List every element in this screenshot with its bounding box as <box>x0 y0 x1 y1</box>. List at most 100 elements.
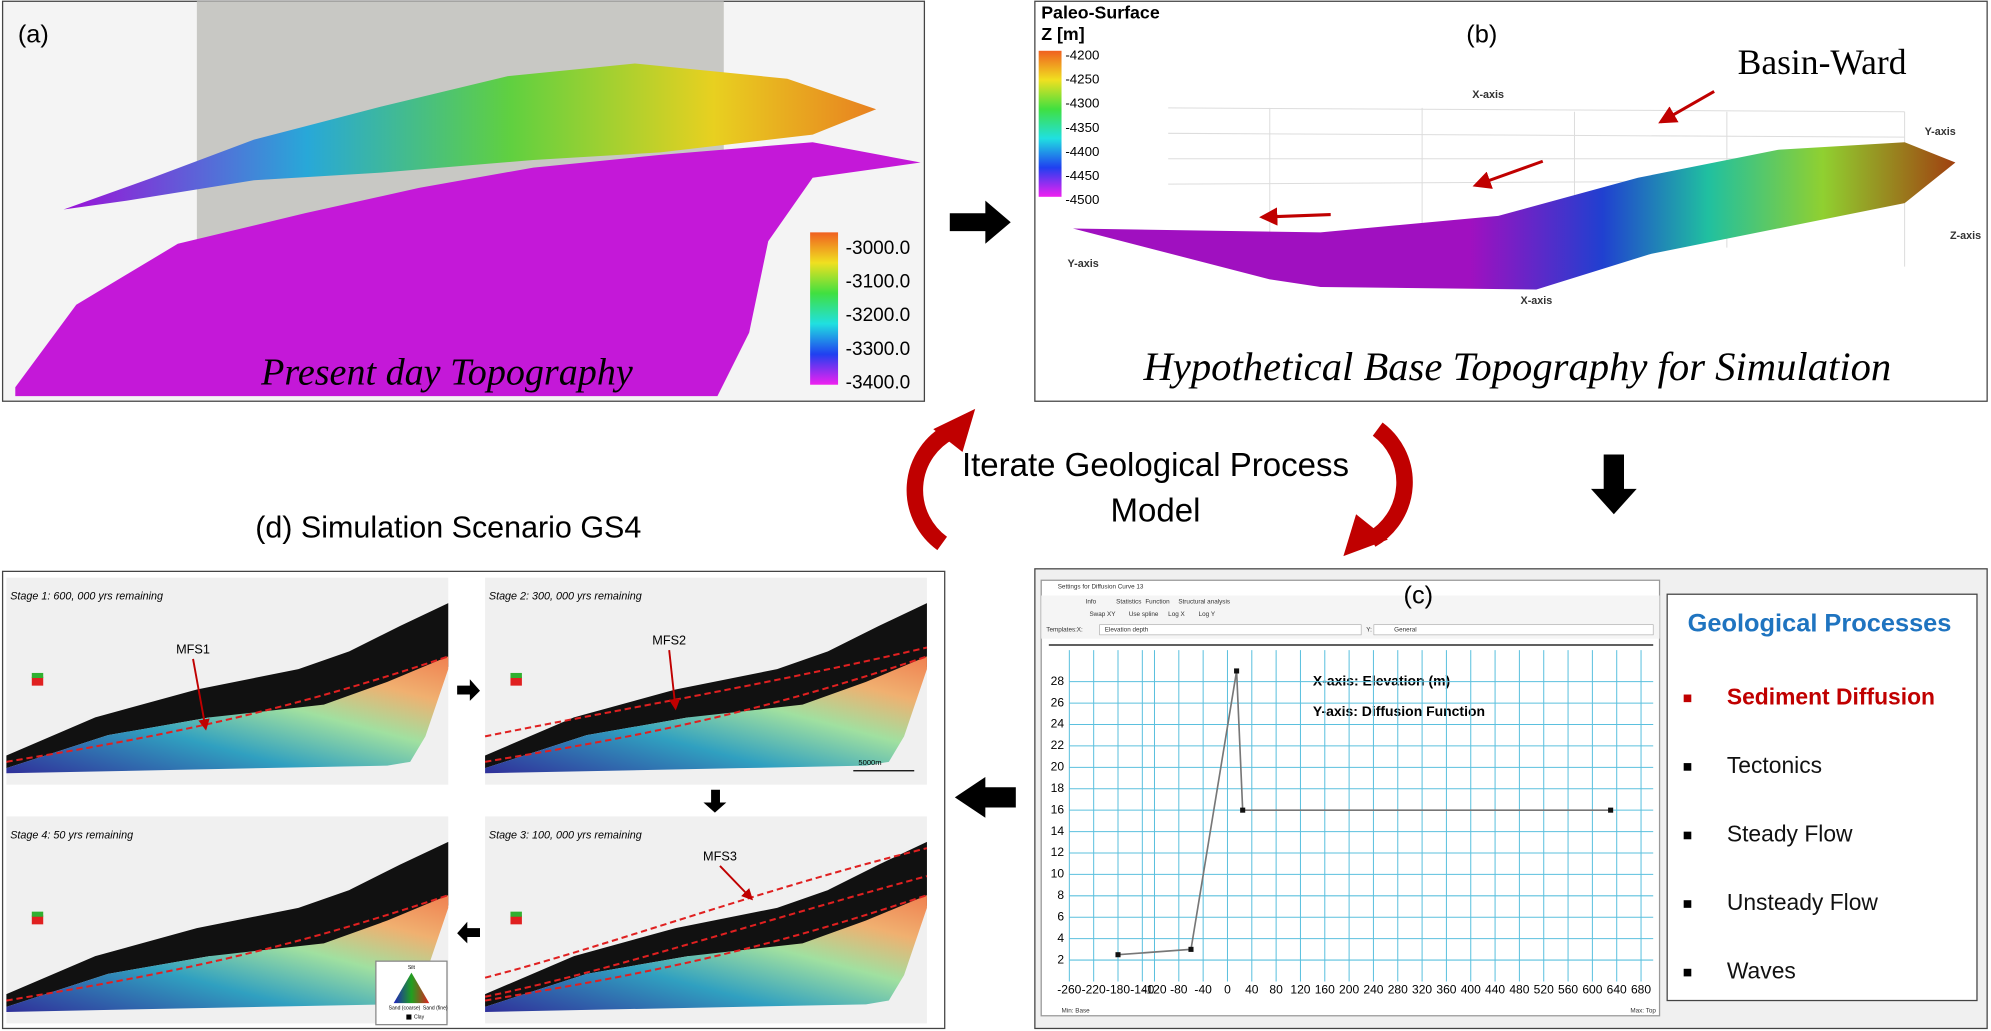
dropdown[interactable] <box>1373 624 1654 636</box>
x-tick-label: 40 <box>1245 983 1259 997</box>
option[interactable]: Swap XY <box>1089 611 1116 618</box>
mfs-lines <box>484 646 928 998</box>
tab[interactable]: Structural analysis <box>1178 599 1230 606</box>
x-tick-label: 320 <box>1412 983 1432 997</box>
x-tick-label: -120 <box>1142 983 1166 997</box>
colorbar-label: -4250 <box>1065 72 1099 87</box>
colorbar-label: -4200 <box>1065 47 1099 62</box>
axis-label: Z-axis <box>1950 230 1981 242</box>
y-tick-label: 14 <box>1051 824 1065 838</box>
mfs-arrow <box>668 649 681 711</box>
axis-label: Y-axis <box>1068 258 1099 270</box>
lower-surface <box>15 142 921 397</box>
dropdown[interactable] <box>1099 624 1362 636</box>
processes-title: Geological Processes <box>1688 609 1952 637</box>
colorbar-label: -3300.0 <box>846 339 911 360</box>
y-tick-label: 20 <box>1051 760 1065 774</box>
mfs-label: MFS3 <box>703 849 737 863</box>
legend-label: Sand (coarse) <box>389 1005 421 1011</box>
point <box>1115 952 1121 958</box>
axis-label: X-axis <box>1472 89 1504 101</box>
x-tick-label: 0 <box>1224 983 1231 997</box>
option[interactable]: Log Y <box>1199 611 1216 618</box>
option[interactable]: Log X <box>1168 611 1185 618</box>
process-item: Sediment Diffusion <box>1727 683 1935 709</box>
bullet <box>1683 831 1692 840</box>
tab[interactable]: Statistics <box>1116 599 1141 606</box>
cycle-arrow <box>1366 422 1413 547</box>
mfs-arrow <box>719 865 754 901</box>
x-tick-label: -220 <box>1082 983 1106 997</box>
y-label: Y: <box>1366 626 1372 633</box>
colorbar-label: -4400 <box>1065 144 1099 159</box>
y-tick-label: 18 <box>1051 781 1065 795</box>
colorbar-label: -3200.0 <box>846 305 911 326</box>
x-tick-label: -80 <box>1170 983 1188 997</box>
cycle-arrow-head <box>1343 514 1388 557</box>
x-tick-label: 400 <box>1461 983 1481 997</box>
x-tick-label: 480 <box>1509 983 1529 997</box>
y-template[interactable]: General <box>1394 626 1417 633</box>
ternary <box>393 972 430 1004</box>
x-tick-label: -40 <box>1194 983 1212 997</box>
y-tick-label: 2 <box>1057 952 1064 966</box>
y-tick-label: 12 <box>1051 845 1065 859</box>
arrow <box>954 777 1016 818</box>
x-template[interactable]: Elevation depth <box>1105 626 1149 633</box>
cycle-arrow-head <box>933 408 976 453</box>
annotation: X-axis: Elevation (m) <box>1313 673 1450 689</box>
cycle-label: Model <box>1111 492 1201 529</box>
arrow <box>1590 454 1637 515</box>
x-tick-label: 200 <box>1339 983 1359 997</box>
footer: Min: Base <box>1062 1007 1091 1014</box>
stage-label: Stage 3: 100, 000 yrs remaining <box>489 829 642 841</box>
caption: Hypothetical Base Topography for Simulat… <box>1142 344 1891 389</box>
colorbar-label: -4350 <box>1065 120 1099 135</box>
axis-label: Y-axis <box>1925 126 1956 138</box>
colorbar-label: -3000.0 <box>846 238 911 259</box>
mfs-label: MFS1 <box>176 642 210 656</box>
y-tick-label: 16 <box>1051 802 1065 816</box>
arrow <box>457 921 480 944</box>
x-label: X: <box>1077 626 1083 633</box>
x-tick-label: -180 <box>1106 983 1130 997</box>
colorbar-title: Paleo-Surface <box>1041 3 1160 23</box>
colorbar <box>810 232 839 385</box>
x-tick-label: 560 <box>1558 983 1578 997</box>
bullet <box>1683 694 1692 703</box>
scale-label: 5000m <box>858 758 881 767</box>
legend-swatch <box>406 1014 412 1020</box>
y-tick-label: 6 <box>1057 909 1064 923</box>
y-tick-label: 26 <box>1051 695 1065 709</box>
x-tick-label: -140 <box>1130 983 1154 997</box>
x-tick-label: 360 <box>1436 983 1456 997</box>
stage-label: Stage 4: 50 yrs remaining <box>10 829 133 841</box>
tab[interactable]: Info <box>1086 599 1097 606</box>
option[interactable]: Use spline <box>1129 611 1159 618</box>
process-item: Tectonics <box>1727 752 1822 778</box>
legend-label: Clay <box>414 1014 425 1020</box>
y-tick-label: 8 <box>1057 888 1064 902</box>
point <box>1608 807 1614 813</box>
x-tick-label: 520 <box>1534 983 1554 997</box>
mfs-arrow <box>192 658 210 731</box>
stage-label: Stage 1: 600, 000 yrs remaining <box>10 591 163 603</box>
colorbar <box>1038 50 1062 197</box>
caption: Present day Topography <box>260 352 633 394</box>
arrows <box>1259 90 1715 226</box>
panel-label: (c) <box>1404 581 1434 609</box>
y-tick-label: 24 <box>1051 717 1065 731</box>
panel-label: (b) <box>1466 20 1497 48</box>
cycle-arrow <box>906 424 954 551</box>
x-tick-label: -260 <box>1057 983 1081 997</box>
point <box>1240 807 1246 813</box>
colorbar-unit: Z [m] <box>1041 24 1084 44</box>
mfs-label: MFS2 <box>652 634 686 648</box>
tab[interactable]: Function <box>1145 599 1170 606</box>
y-tick-label: 4 <box>1057 931 1064 945</box>
templates-label: Templates: <box>1046 626 1077 633</box>
stage-label: Stage 2: 300, 000 yrs remaining <box>489 591 642 603</box>
bullet <box>1683 763 1692 771</box>
colorbar-label: -4300 <box>1065 96 1099 111</box>
